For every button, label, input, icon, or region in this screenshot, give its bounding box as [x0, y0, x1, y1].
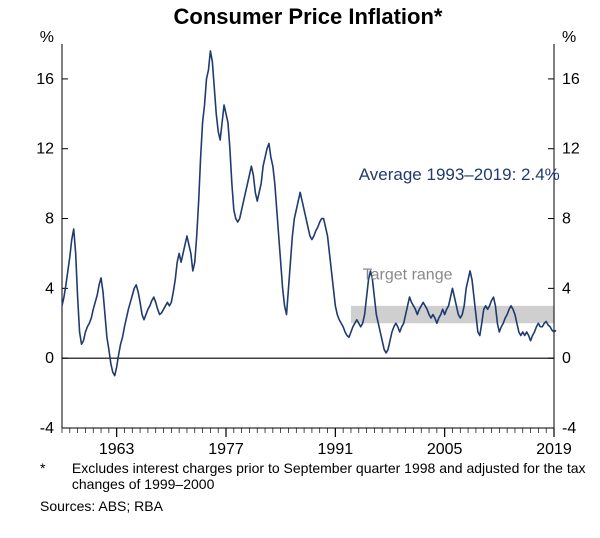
footnote-star: * [40, 460, 68, 476]
ytick-label-right: 8 [562, 211, 571, 228]
y-unit-right: % [562, 29, 576, 46]
ytick-label-right: 0 [562, 350, 571, 367]
footnote-text: Excludes interest charges prior to Septe… [72, 460, 592, 492]
ytick-label-left: 0 [45, 350, 54, 367]
sources-value: ABS; RBA [98, 498, 163, 514]
ytick-label-left: -4 [40, 420, 54, 437]
ytick-label-right: 16 [562, 71, 580, 88]
ytick-label-left: 4 [45, 280, 54, 297]
ytick-label-left: 12 [36, 141, 54, 158]
footnote-line: * Excludes interest charges prior to Sep… [40, 460, 600, 492]
average-annotation: Average 1993–2019: 2.4% [359, 165, 560, 184]
footnotes: * Excludes interest charges prior to Sep… [40, 460, 600, 514]
y-unit-left: % [40, 29, 54, 46]
xtick-label: 2019 [536, 441, 572, 458]
xtick-label: 1991 [318, 441, 354, 458]
xtick-label: 2005 [427, 441, 463, 458]
ytick-label-right: 12 [562, 141, 580, 158]
sources-line: Sources: ABS; RBA [40, 498, 600, 514]
target-band [351, 306, 554, 323]
ytick-label-left: 8 [45, 211, 54, 228]
chart-svg: Consumer Price Inflation* -4 -4 0 0 4 4 8 8 12 12 1… [0, 0, 600, 538]
xtick-label: 1977 [208, 441, 244, 458]
sources-label: Sources: [40, 498, 95, 514]
ytick-label-left: 16 [36, 71, 54, 88]
target-range-label: Target range [363, 267, 453, 284]
chart-container: Consumer Price Inflation* -4 -4 0 0 4 4 8 8 12 12 1… [0, 0, 600, 538]
xtick-label: 1963 [99, 441, 135, 458]
ytick-label-right: -4 [562, 420, 576, 437]
ytick-label-right: 4 [562, 280, 571, 297]
chart-title: Consumer Price Inflation* [174, 4, 443, 29]
plot-background [0, 0, 600, 538]
